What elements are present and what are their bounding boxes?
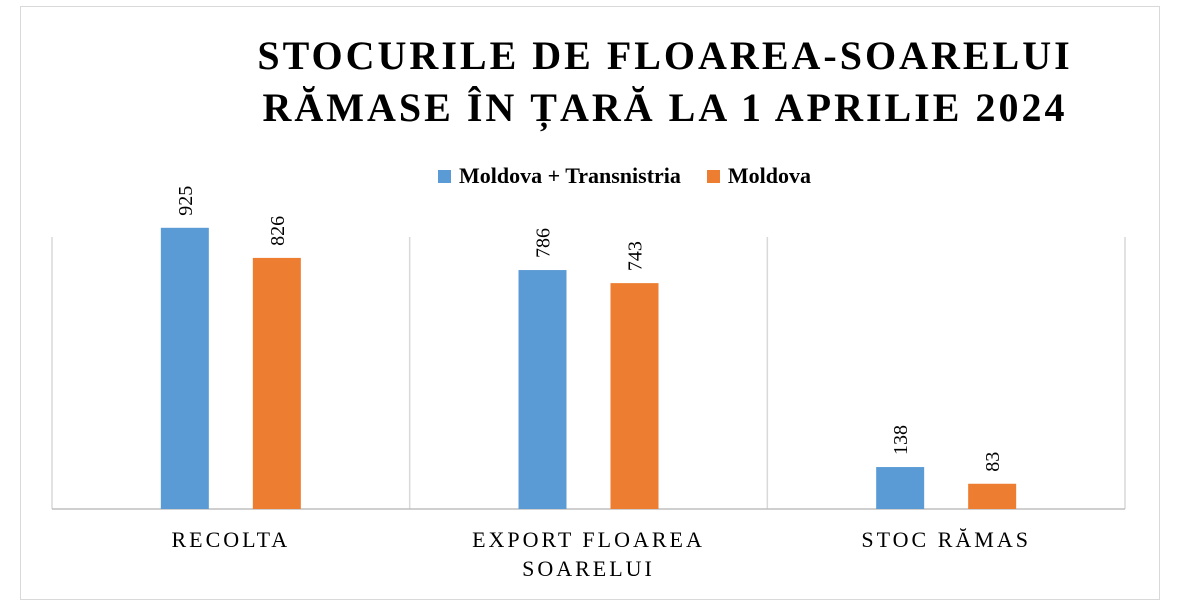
data-label-0-1: 826 bbox=[267, 216, 289, 246]
bar-0-1 bbox=[252, 257, 301, 509]
category-label-1-1: SOARELUI bbox=[522, 556, 655, 581]
chart-title: STOCURILE DE FLOAREA-SOAREL​UI RĂMASE ÎN… bbox=[150, 30, 1180, 134]
category-label-1-0: EXPORT FLOAREA bbox=[472, 527, 705, 552]
bar-1-0 bbox=[518, 270, 567, 509]
bar-2-1 bbox=[968, 483, 1017, 509]
legend-swatch-series-2 bbox=[706, 169, 720, 183]
category-label-0-0: RECOLTA bbox=[171, 527, 290, 552]
data-label-2-0: 138 bbox=[890, 425, 912, 455]
category-label-2-0: STOC RĂMAS bbox=[861, 527, 1031, 552]
data-label-0-0: 925 bbox=[175, 186, 197, 216]
bar-2-0 bbox=[876, 467, 925, 509]
legend-label-series-1: Moldova + Transnistria bbox=[458, 163, 681, 188]
legend-item-series-2: Moldova bbox=[706, 163, 812, 189]
legend-label-series-2: Moldova bbox=[727, 163, 812, 188]
bar-1-1 bbox=[610, 283, 659, 509]
bar-0-0 bbox=[160, 227, 209, 510]
chart-legend: Moldova + Transnistria Moldova bbox=[0, 163, 1189, 189]
data-label-1-0: 786 bbox=[533, 228, 555, 258]
data-label-2-1: 83 bbox=[982, 452, 1004, 472]
chart-title-line-2: RĂMASE ÎN ȚARĂ LA 1 APRILIE 2024 bbox=[262, 85, 1068, 130]
legend-swatch-series-1 bbox=[437, 169, 451, 183]
data-label-1-1: 743 bbox=[625, 241, 647, 271]
chart-title-line-1: STOCURILE DE FLOAREA-SOAREL​UI bbox=[257, 33, 1073, 78]
legend-item-series-1: Moldova + Transnistria bbox=[437, 163, 681, 189]
